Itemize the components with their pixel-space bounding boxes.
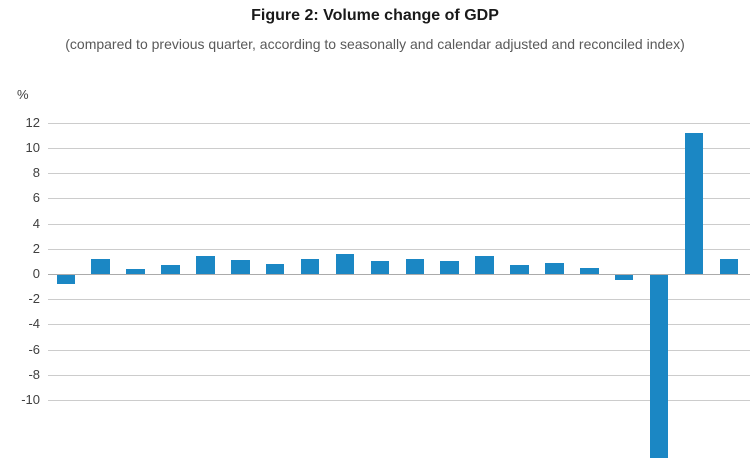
bar xyxy=(161,265,180,274)
zero-gridline xyxy=(48,273,750,275)
y-tick-label: -2 xyxy=(28,291,40,307)
bar xyxy=(370,261,390,274)
gridline xyxy=(48,248,750,250)
bar xyxy=(510,265,529,274)
gridline xyxy=(48,299,750,301)
bar xyxy=(614,274,634,280)
bar xyxy=(335,253,355,274)
gridline xyxy=(48,173,750,175)
bar xyxy=(300,258,320,274)
y-tick-label: 0 xyxy=(32,265,40,281)
y-tick-label: -4 xyxy=(28,316,40,332)
figure-subtitle: (compared to previous quarter, according… xyxy=(65,36,685,52)
bar xyxy=(684,132,704,274)
bar-chart-plot-area: 12 10 8 6 4 2 0 -2 -4 -6 -8 -10 xyxy=(21,114,750,458)
bar xyxy=(231,260,250,274)
bar xyxy=(580,267,599,274)
bar xyxy=(265,263,285,274)
bar xyxy=(56,274,76,284)
bar xyxy=(475,256,494,274)
bar xyxy=(196,256,215,274)
y-tick-label: 10 xyxy=(25,139,40,155)
gridline xyxy=(48,374,750,376)
bar xyxy=(545,262,564,274)
bar xyxy=(126,268,145,274)
y-axis-unit-label: % xyxy=(17,87,29,102)
y-tick-label: -10 xyxy=(21,391,40,407)
gridline xyxy=(48,223,750,225)
bar xyxy=(91,258,110,274)
bar xyxy=(405,258,425,274)
y-tick-label: 6 xyxy=(32,190,40,206)
gridline xyxy=(48,324,750,326)
bar xyxy=(440,261,459,274)
gridline xyxy=(48,399,750,401)
y-tick-label: 4 xyxy=(32,215,40,231)
y-tick-label: -6 xyxy=(28,341,40,357)
figure-title: Figure 2: Volume change of GDP xyxy=(251,7,499,24)
y-tick-label: 8 xyxy=(32,165,40,181)
gridline xyxy=(48,122,750,124)
bar xyxy=(719,258,739,274)
bar xyxy=(649,274,669,458)
y-tick-label: 2 xyxy=(32,240,40,256)
y-tick-label: -8 xyxy=(28,366,40,382)
gridline xyxy=(48,147,750,149)
y-tick-label: 12 xyxy=(25,114,40,130)
gridline xyxy=(48,198,750,200)
gridline xyxy=(48,349,750,351)
